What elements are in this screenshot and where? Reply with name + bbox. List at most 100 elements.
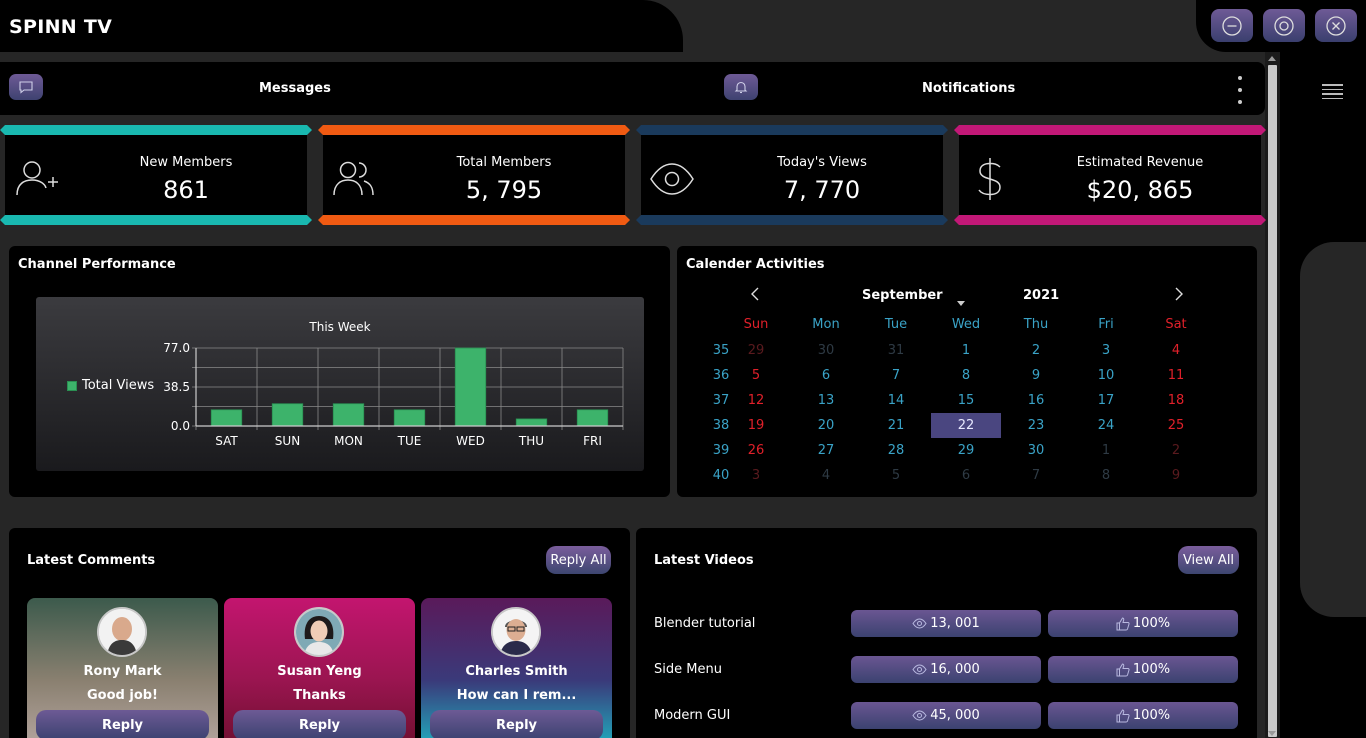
- restore-button[interactable]: [1263, 9, 1305, 42]
- calendar-day[interactable]: 5: [751, 368, 761, 383]
- legend-label: Total Views: [82, 378, 155, 393]
- scroll-thumb[interactable]: [1268, 65, 1277, 737]
- month-dropdown-icon[interactable]: [957, 301, 965, 306]
- calendar-day[interactable]: 24: [1097, 418, 1115, 433]
- video-views-button[interactable]: 45, 000: [851, 702, 1041, 729]
- calendar-day[interactable]: 9: [1031, 368, 1041, 383]
- channel-performance-panel: Channel Performance This Week Total View…: [9, 246, 670, 497]
- calendar-day[interactable]: 2: [1171, 443, 1181, 458]
- video-likes-button[interactable]: 100%: [1048, 610, 1238, 637]
- weekday-label: Tue: [884, 317, 908, 332]
- calendar-day[interactable]: 4: [821, 468, 831, 483]
- y-tick-label: 0.0: [171, 419, 190, 433]
- calendar-day[interactable]: 30: [817, 343, 835, 358]
- bar-mon[interactable]: [332, 403, 365, 427]
- calendar-day[interactable]: 4: [1171, 343, 1181, 358]
- calendar-day[interactable]: 30: [1027, 443, 1045, 458]
- calendar-day[interactable]: 29: [747, 343, 765, 358]
- bar-thu[interactable]: [515, 418, 548, 427]
- stat-label: Total Members: [456, 155, 552, 170]
- calendar-day[interactable]: 25: [1167, 418, 1185, 433]
- calendar-day[interactable]: 28: [887, 443, 905, 458]
- calendar-day[interactable]: 31: [887, 343, 905, 358]
- x-tick-label: FRI: [583, 434, 602, 448]
- calendar-day[interactable]: 8: [1101, 468, 1111, 483]
- vertical-scrollbar[interactable]: [1265, 52, 1280, 738]
- calendar-day[interactable]: 2: [1031, 343, 1041, 358]
- chat-icon: [19, 81, 33, 94]
- panel-title: Latest Comments: [27, 553, 156, 568]
- scroll-down-arrow-icon[interactable]: [1268, 731, 1276, 736]
- video-title[interactable]: Side Menu: [654, 662, 722, 677]
- view-all-button[interactable]: View All: [1178, 546, 1239, 574]
- next-month-icon[interactable]: [1173, 286, 1185, 302]
- reply-all-button[interactable]: Reply All: [546, 546, 611, 574]
- video-likes: 100%: [1132, 662, 1171, 677]
- bar-tue[interactable]: [393, 409, 426, 427]
- weekday-label: Wed: [951, 317, 981, 332]
- notifications-label[interactable]: Notifications: [922, 81, 1016, 96]
- calendar-day[interactable]: 6: [961, 468, 971, 483]
- calendar-day[interactable]: 29: [957, 443, 975, 458]
- comment-text: Thanks: [293, 688, 346, 703]
- bar-fri[interactable]: [576, 409, 609, 427]
- calendar-day[interactable]: 21: [887, 418, 905, 433]
- calendar-day[interactable]: 27: [817, 443, 835, 458]
- messages-label[interactable]: Messages: [259, 81, 331, 96]
- calendar-day[interactable]: 3: [1101, 343, 1111, 358]
- calendar-day[interactable]: 16: [1027, 393, 1045, 408]
- calendar-day[interactable]: 20: [817, 418, 835, 433]
- calendar-day-selected[interactable]: 22: [931, 413, 1001, 438]
- x-tick-label: SAT: [215, 434, 238, 448]
- messages-button[interactable]: [9, 74, 43, 100]
- video-title[interactable]: Blender tutorial: [654, 616, 756, 631]
- calendar-day[interactable]: 13: [817, 393, 835, 408]
- reply-button[interactable]: Reply: [233, 710, 406, 738]
- previous-month-icon[interactable]: [749, 286, 761, 302]
- calendar-year[interactable]: 2021: [1023, 288, 1060, 303]
- calendar-day[interactable]: 8: [961, 368, 971, 383]
- calendar-day[interactable]: 11: [1167, 368, 1185, 383]
- stat-value: 5, 795: [465, 176, 543, 204]
- calendar-day[interactable]: 6: [821, 368, 831, 383]
- video-views-button[interactable]: 13, 001: [851, 610, 1041, 637]
- calendar-day[interactable]: 15: [957, 393, 975, 408]
- calendar-day[interactable]: 12: [747, 393, 765, 408]
- commenter-name: Charles Smith: [465, 664, 568, 679]
- calendar-day[interactable]: 18: [1167, 393, 1185, 408]
- chart-title: This Week: [309, 320, 371, 334]
- reply-button[interactable]: Reply: [36, 710, 209, 738]
- video-title[interactable]: Modern GUI: [654, 708, 731, 723]
- close-button[interactable]: [1315, 9, 1357, 42]
- calendar-day[interactable]: 7: [1031, 468, 1041, 483]
- calendar-day[interactable]: 9: [1171, 468, 1181, 483]
- bar-sun[interactable]: [271, 403, 304, 427]
- calendar-day[interactable]: 7: [891, 368, 901, 383]
- calendar-day[interactable]: 1: [1101, 443, 1111, 458]
- calendar-day[interactable]: 1: [961, 343, 971, 358]
- calendar-day[interactable]: 23: [1027, 418, 1045, 433]
- calendar-day[interactable]: 19: [747, 418, 765, 433]
- reply-button[interactable]: Reply: [430, 710, 603, 738]
- stat-value: 861: [163, 176, 209, 204]
- notifications-button[interactable]: [724, 74, 758, 100]
- bar-sat[interactable]: [210, 409, 243, 427]
- calendar-day[interactable]: 10: [1097, 368, 1115, 383]
- calendar-day[interactable]: 26: [747, 443, 765, 458]
- scroll-up-arrow-icon[interactable]: [1268, 56, 1276, 61]
- calendar-day[interactable]: 3: [751, 468, 761, 483]
- video-likes-button[interactable]: 100%: [1048, 702, 1238, 729]
- bar-wed[interactable]: [454, 347, 487, 427]
- weekday-label: Mon: [812, 317, 840, 332]
- minimize-button[interactable]: [1211, 9, 1253, 42]
- title-bar: SPINN TV: [0, 0, 683, 52]
- video-likes-button[interactable]: 100%: [1048, 656, 1238, 683]
- calendar-month[interactable]: September: [862, 288, 943, 303]
- menu-icon[interactable]: [1322, 84, 1343, 99]
- week-number: 40: [712, 468, 730, 483]
- calendar-day[interactable]: 14: [887, 393, 905, 408]
- more-options-icon[interactable]: [1237, 76, 1243, 104]
- calendar-day[interactable]: 17: [1097, 393, 1115, 408]
- video-views-button[interactable]: 16, 000: [851, 656, 1041, 683]
- calendar-day[interactable]: 5: [891, 468, 901, 483]
